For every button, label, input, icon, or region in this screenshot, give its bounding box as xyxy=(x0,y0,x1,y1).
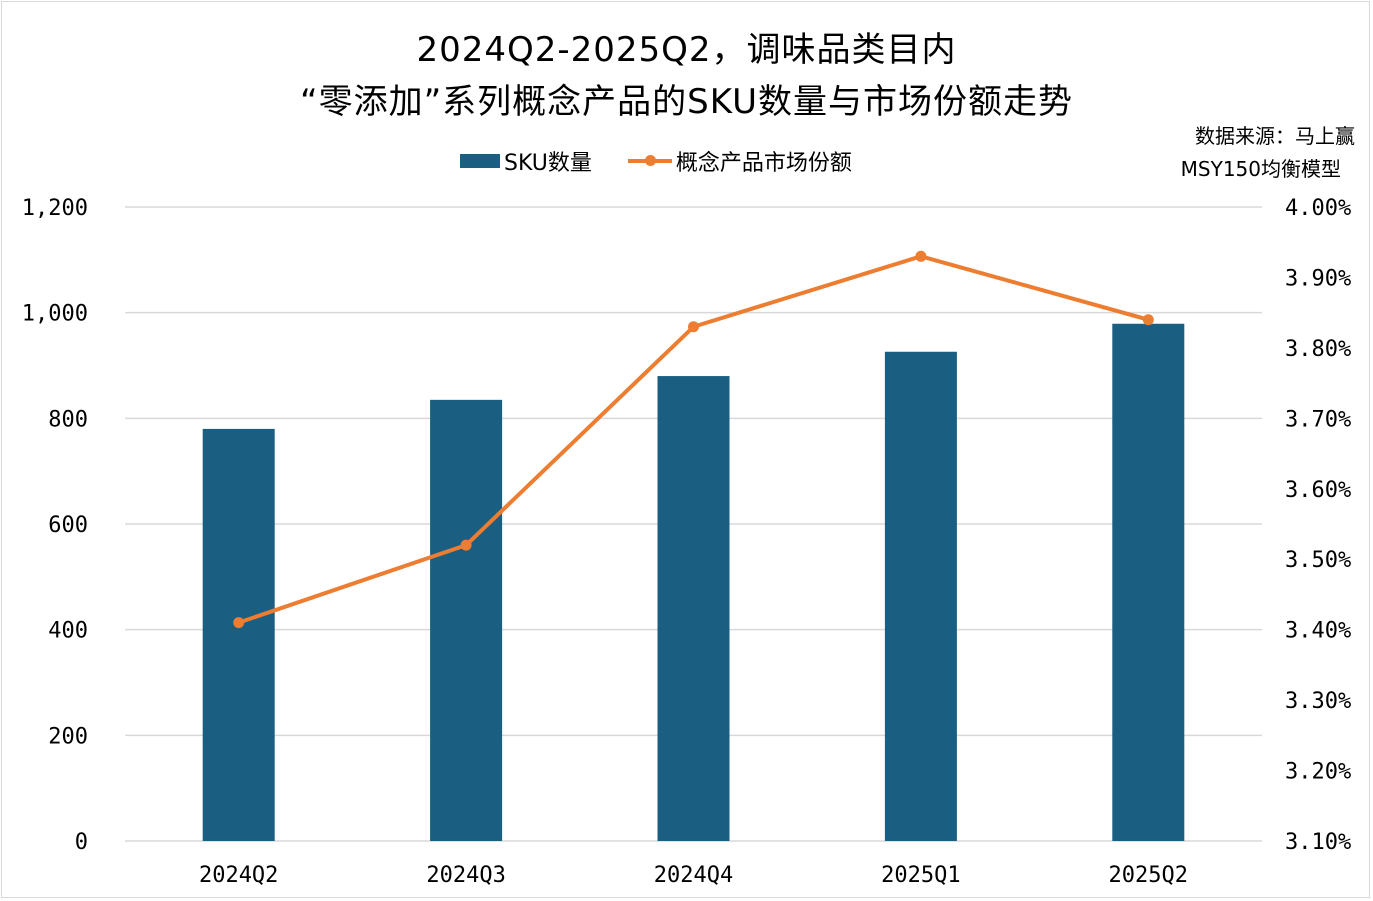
legend: SKU数量 概念产品市场份额 xyxy=(460,145,852,177)
chart-title-line2: “零添加”系列概念产品的SKU数量与市场份额走势 xyxy=(299,82,1074,122)
right-tick-label: 3.70% xyxy=(1285,407,1351,432)
left-tick-label: 400 xyxy=(48,619,88,644)
left-tick-label: 200 xyxy=(48,724,88,749)
bar xyxy=(657,376,730,841)
right-tick-label: 3.60% xyxy=(1285,478,1351,503)
left-tick-label: 800 xyxy=(48,407,88,432)
source-line2: MSY150均衡模型 xyxy=(1180,157,1341,181)
share-point xyxy=(460,539,472,551)
legend-bar-swatch xyxy=(460,154,500,168)
share-point xyxy=(915,250,927,262)
share-point xyxy=(1142,314,1154,326)
left-tick-label: 1,200 xyxy=(22,196,88,221)
right-tick-label: 3.20% xyxy=(1285,760,1351,785)
x-tick-label: 2024Q3 xyxy=(426,863,505,888)
legend-line-label: 概念产品市场份额 xyxy=(675,151,852,176)
right-tick-label: 3.10% xyxy=(1285,830,1351,855)
left-tick-label: 0 xyxy=(75,830,88,855)
chart-title-line1: 2024Q2-2025Q2，调味品类目内 xyxy=(416,30,957,70)
right-tick-label: 3.30% xyxy=(1285,689,1351,714)
source-line1: 数据来源：马上赢 xyxy=(1195,124,1355,148)
share-point xyxy=(233,617,245,629)
x-tick-label: 2024Q2 xyxy=(199,863,278,888)
x-tick-label: 2025Q1 xyxy=(881,863,960,888)
left-tick-label: 600 xyxy=(48,513,88,538)
right-tick-label: 3.40% xyxy=(1285,619,1351,644)
left-tick-label: 1,000 xyxy=(22,302,88,327)
right-tick-label: 4.00% xyxy=(1285,196,1351,221)
right-tick-label: 3.50% xyxy=(1285,548,1351,573)
bar xyxy=(202,428,275,841)
bar xyxy=(1112,323,1185,841)
bar xyxy=(884,351,957,841)
x-tick-label: 2025Q2 xyxy=(1109,863,1188,888)
bar xyxy=(430,399,503,841)
x-tick-label: 2024Q4 xyxy=(654,863,733,888)
right-tick-label: 3.90% xyxy=(1285,266,1351,291)
legend-line-swatch xyxy=(627,155,672,166)
right-tick-label: 3.80% xyxy=(1285,337,1351,362)
share-point xyxy=(688,321,699,333)
legend-bar-label: SKU数量 xyxy=(504,151,592,176)
